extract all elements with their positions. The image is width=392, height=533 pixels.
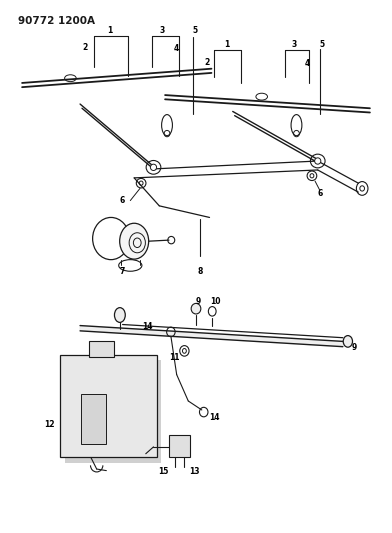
Text: 5: 5 <box>192 26 198 35</box>
Polygon shape <box>80 326 343 346</box>
Text: 2: 2 <box>204 59 209 67</box>
FancyBboxPatch shape <box>65 360 161 463</box>
Text: 9: 9 <box>352 343 357 352</box>
Text: 8: 8 <box>197 267 203 276</box>
FancyBboxPatch shape <box>81 394 106 444</box>
Ellipse shape <box>191 303 201 314</box>
Ellipse shape <box>114 308 125 322</box>
FancyBboxPatch shape <box>169 435 190 457</box>
Text: 11: 11 <box>169 353 180 362</box>
Text: 15: 15 <box>158 467 169 475</box>
Ellipse shape <box>343 336 352 347</box>
Text: 1: 1 <box>107 26 113 35</box>
Text: 13: 13 <box>189 467 199 475</box>
Text: 1: 1 <box>224 41 230 50</box>
Text: 6: 6 <box>119 196 124 205</box>
FancyBboxPatch shape <box>60 354 156 457</box>
Text: 3: 3 <box>160 26 165 35</box>
Text: 7: 7 <box>119 267 125 276</box>
Text: 2: 2 <box>83 43 88 52</box>
Text: 14: 14 <box>142 322 152 331</box>
Text: 6: 6 <box>318 189 323 198</box>
Text: 3: 3 <box>291 41 296 50</box>
Ellipse shape <box>120 223 149 259</box>
Ellipse shape <box>315 158 321 164</box>
Ellipse shape <box>151 164 156 171</box>
Text: 90772 1200A: 90772 1200A <box>18 16 95 26</box>
Text: 10: 10 <box>210 297 221 306</box>
Text: 4: 4 <box>173 44 178 53</box>
Text: 12: 12 <box>44 420 54 429</box>
Text: 5: 5 <box>319 41 324 50</box>
Text: 9: 9 <box>195 297 201 306</box>
FancyBboxPatch shape <box>89 342 114 357</box>
Text: 14: 14 <box>209 414 220 422</box>
Text: 4: 4 <box>305 59 310 68</box>
